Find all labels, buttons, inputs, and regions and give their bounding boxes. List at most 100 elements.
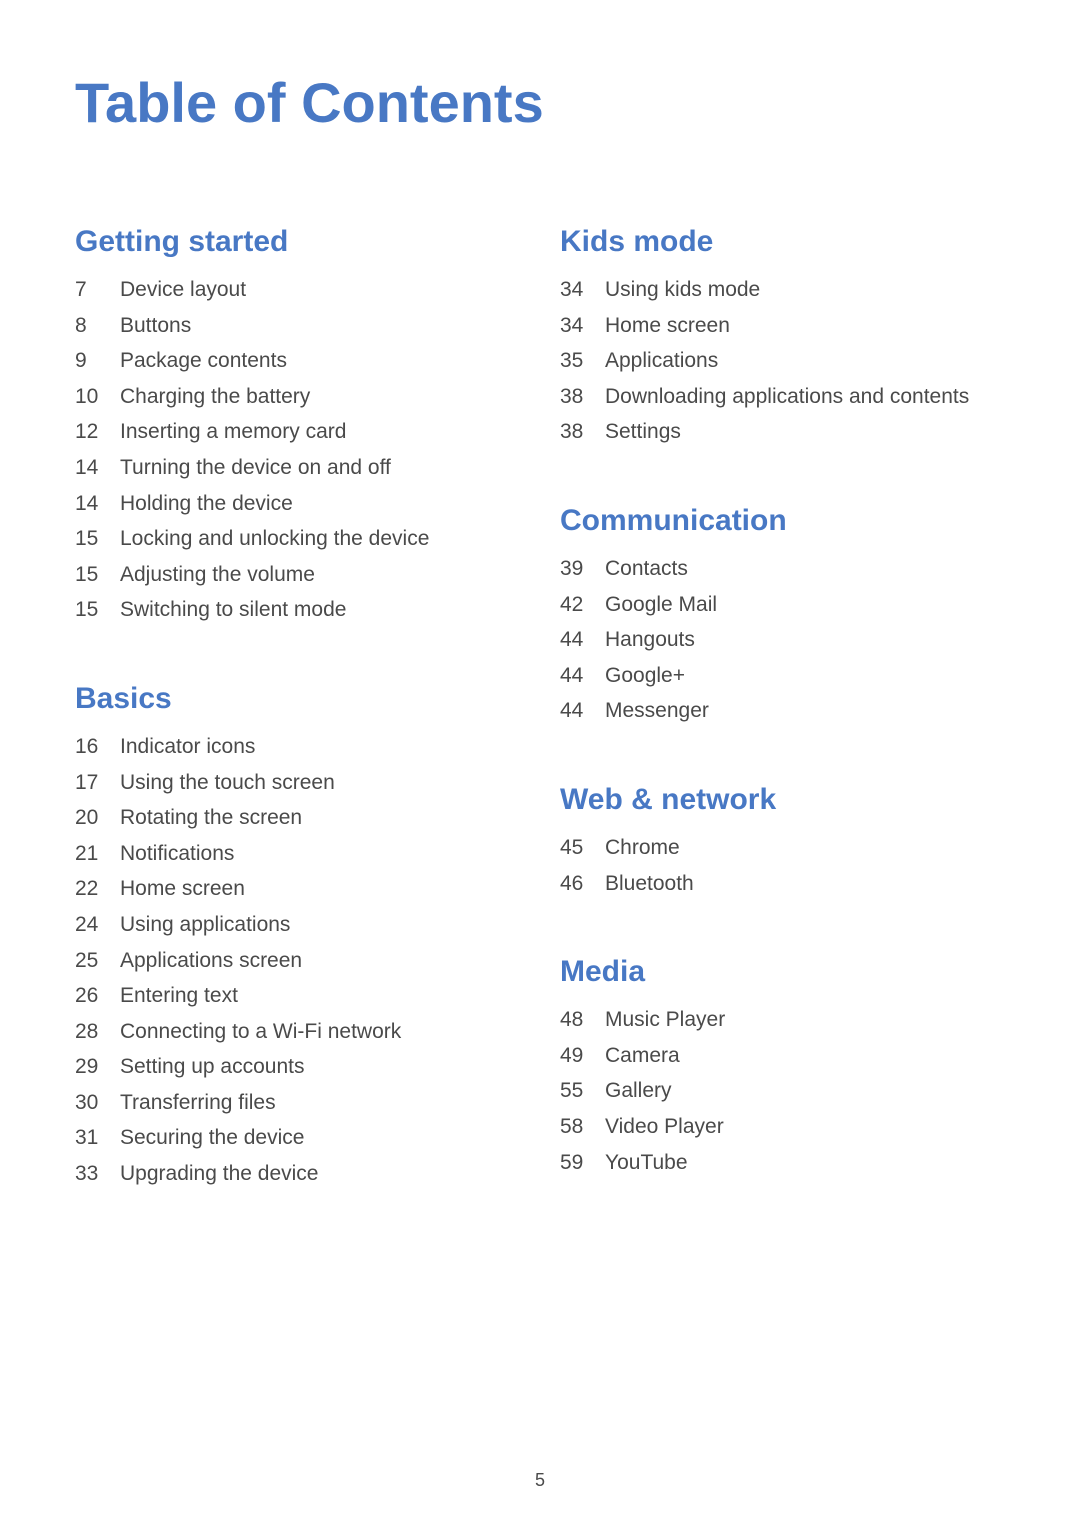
toc-label: Connecting to a Wi-Fi network (120, 1015, 520, 1049)
toc-entry[interactable]: 45Chrome (560, 831, 1005, 865)
toc-entry[interactable]: 44Messenger (560, 694, 1005, 728)
toc-entry[interactable]: 48Music Player (560, 1003, 1005, 1037)
toc-page: 31 (75, 1121, 120, 1155)
toc-entry[interactable]: 14Turning the device on and off (75, 451, 520, 485)
toc-label: Camera (605, 1039, 1005, 1073)
toc-entry[interactable]: 15Locking and unlocking the device (75, 522, 520, 556)
toc-entry[interactable]: 59YouTube (560, 1146, 1005, 1180)
toc-entry[interactable]: 8Buttons (75, 309, 520, 343)
toc-label: Securing the device (120, 1121, 520, 1155)
toc-entry[interactable]: 34Using kids mode (560, 273, 1005, 307)
toc-columns: Getting started 7Device layout8Buttons9Pa… (75, 225, 1005, 1246)
toc-label: Hangouts (605, 623, 1005, 657)
section-heading[interactable]: Kids mode (560, 225, 1005, 259)
page-number: 5 (535, 1470, 545, 1491)
toc-entry[interactable]: 15Adjusting the volume (75, 558, 520, 592)
toc-entry[interactable]: 14Holding the device (75, 487, 520, 521)
toc-entry[interactable]: 16Indicator icons (75, 730, 520, 764)
toc-entry[interactable]: 44Hangouts (560, 623, 1005, 657)
toc-label: Using the touch screen (120, 766, 520, 800)
toc-entry[interactable]: 55Gallery (560, 1074, 1005, 1108)
toc-page: 15 (75, 558, 120, 592)
section-heading[interactable]: Communication (560, 504, 1005, 538)
toc-label: Using kids mode (605, 273, 1005, 307)
toc-page: 7 (75, 273, 120, 307)
toc-label: Using applications (120, 908, 520, 942)
toc-section: Kids mode34Using kids mode34Home screen3… (560, 225, 1005, 449)
toc-entry[interactable]: 29Setting up accounts (75, 1050, 520, 1084)
toc-entry[interactable]: 33Upgrading the device (75, 1157, 520, 1191)
toc-entry[interactable]: 21Notifications (75, 837, 520, 871)
toc-page: 44 (560, 623, 605, 657)
toc-page: 34 (560, 273, 605, 307)
toc-page: 22 (75, 872, 120, 906)
toc-section: Getting started 7Device layout8Buttons9Pa… (75, 225, 520, 627)
toc-page: 46 (560, 867, 605, 901)
section-heading[interactable]: Getting started (75, 225, 520, 259)
toc-page: 12 (75, 415, 120, 449)
toc-page: 44 (560, 659, 605, 693)
toc-page: 17 (75, 766, 120, 800)
toc-entry[interactable]: 17Using the touch screen (75, 766, 520, 800)
toc-page: 24 (75, 908, 120, 942)
toc-entry[interactable]: 24Using applications (75, 908, 520, 942)
toc-entry[interactable]: 34Home screen (560, 309, 1005, 343)
toc-label: Upgrading the device (120, 1157, 520, 1191)
section-heading[interactable]: Media (560, 955, 1005, 989)
toc-page: 29 (75, 1050, 120, 1084)
toc-entry[interactable]: 12Inserting a memory card (75, 415, 520, 449)
toc-page: 10 (75, 380, 120, 414)
toc-label: Home screen (605, 309, 1005, 343)
toc-page: 38 (560, 415, 605, 449)
toc-entry[interactable]: 25Applications screen (75, 944, 520, 978)
toc-section: Communication39Contacts42Google Mail44Ha… (560, 504, 1005, 728)
toc-entry[interactable]: 39Contacts (560, 552, 1005, 586)
toc-page: 49 (560, 1039, 605, 1073)
toc-label: Applications (605, 344, 1005, 378)
toc-page: 28 (75, 1015, 120, 1049)
toc-entry[interactable]: 22Home screen (75, 872, 520, 906)
toc-label: Settings (605, 415, 1005, 449)
toc-label: Applications screen (120, 944, 520, 978)
toc-entry[interactable]: 7Device layout (75, 273, 520, 307)
toc-page: 14 (75, 487, 120, 521)
toc-page: 16 (75, 730, 120, 764)
toc-label: Rotating the screen (120, 801, 520, 835)
toc-entry[interactable]: 49Camera (560, 1039, 1005, 1073)
toc-entry[interactable]: 28Connecting to a Wi-Fi network (75, 1015, 520, 1049)
toc-page: 21 (75, 837, 120, 871)
toc-entry[interactable]: 58Video Player (560, 1110, 1005, 1144)
toc-label: Google Mail (605, 588, 1005, 622)
toc-section: Basics 16Indicator icons17Using the touch… (75, 682, 520, 1191)
toc-page: 33 (75, 1157, 120, 1191)
toc-label: Turning the device on and off (120, 451, 520, 485)
toc-label: Device layout (120, 273, 520, 307)
toc-label: Setting up accounts (120, 1050, 520, 1084)
toc-entry[interactable]: 31Securing the device (75, 1121, 520, 1155)
toc-page: 42 (560, 588, 605, 622)
toc-label: Charging the battery (120, 380, 520, 414)
toc-label: Music Player (605, 1003, 1005, 1037)
toc-label: Home screen (120, 872, 520, 906)
toc-page: 38 (560, 380, 605, 414)
toc-entry[interactable]: 38Downloading applications and contents (560, 380, 1005, 414)
toc-entry[interactable]: 20Rotating the screen (75, 801, 520, 835)
toc-entry[interactable]: 38Settings (560, 415, 1005, 449)
toc-page: 15 (75, 522, 120, 556)
toc-label: Transferring files (120, 1086, 520, 1120)
toc-section: Media 48Music Player49Camera55Gallery58Vi… (560, 955, 1005, 1179)
toc-entry[interactable]: 44Google+ (560, 659, 1005, 693)
toc-page: 30 (75, 1086, 120, 1120)
toc-label: Notifications (120, 837, 520, 871)
section-heading[interactable]: Basics (75, 682, 520, 716)
section-heading[interactable]: Web & network (560, 783, 1005, 817)
toc-entry[interactable]: 30Transferring files (75, 1086, 520, 1120)
toc-entry[interactable]: 46Bluetooth (560, 867, 1005, 901)
toc-entry[interactable]: 26Entering text (75, 979, 520, 1013)
toc-entry[interactable]: 42Google Mail (560, 588, 1005, 622)
toc-entry[interactable]: 35Applications (560, 344, 1005, 378)
toc-page: 58 (560, 1110, 605, 1144)
toc-entry[interactable]: 9Package contents (75, 344, 520, 378)
toc-entry[interactable]: 10Charging the battery (75, 380, 520, 414)
toc-entry[interactable]: 15Switching to silent mode (75, 593, 520, 627)
